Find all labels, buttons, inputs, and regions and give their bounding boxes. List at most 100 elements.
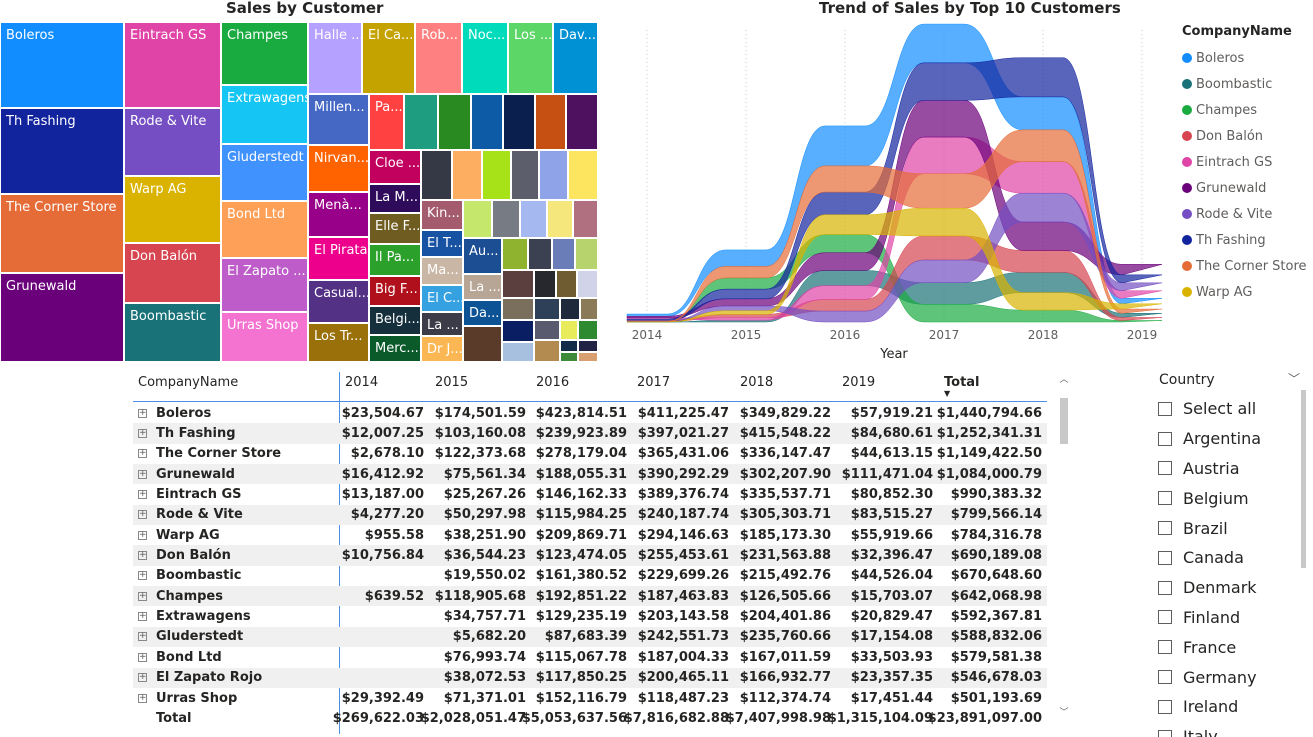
treemap-tile[interactable]: Rode & Vite [124, 108, 221, 176]
treemap-tile[interactable]: Big F... [369, 276, 421, 306]
slicer-item[interactable]: Denmark [1158, 573, 1308, 603]
treemap-tile-small[interactable] [421, 150, 452, 200]
treemap-tile-small[interactable] [404, 94, 438, 150]
slicer-item[interactable]: France [1158, 632, 1308, 662]
expand-icon[interactable]: + [138, 407, 147, 418]
treemap-tile[interactable]: Ma... [421, 257, 463, 285]
treemap-tile-small[interactable] [502, 270, 534, 298]
slicer-item[interactable]: Belgium [1158, 483, 1308, 513]
treemap-tile-small[interactable] [547, 200, 573, 238]
expand-icon[interactable]: + [138, 489, 147, 500]
treemap-tile-small[interactable] [528, 238, 552, 270]
treemap-tile[interactable]: Millen... [308, 94, 369, 145]
slicer-item[interactable]: Argentina [1158, 424, 1308, 454]
checkbox[interactable] [1158, 580, 1172, 595]
expand-icon[interactable]: + [138, 631, 147, 642]
treemap-tile-small[interactable] [463, 200, 492, 238]
matrix-scrollbar[interactable]: ︿ ﹀ [1058, 372, 1070, 718]
expand-icon[interactable]: + [138, 550, 147, 561]
matrix-header-2016[interactable]: 2016 [536, 375, 570, 390]
expand-icon[interactable]: + [138, 692, 147, 703]
treemap-tile[interactable]: El Zapato ... [221, 258, 308, 312]
treemap-tile-small[interactable] [471, 94, 503, 150]
stream-chart[interactable]: 2014 2015 2016 2017 2018 2019 Year [622, 22, 1170, 364]
legend-item[interactable]: Th Fashing [1182, 227, 1307, 253]
treemap-tile-small[interactable] [463, 326, 502, 362]
legend-item[interactable]: Eintrach GS [1182, 149, 1307, 175]
checkbox[interactable] [1158, 729, 1172, 737]
treemap-tile-small[interactable] [534, 320, 560, 340]
treemap-tile-small[interactable] [578, 320, 598, 340]
chevron-down-icon[interactable]: ﹀ [1287, 372, 1300, 386]
stream-series-the-corner-store[interactable] [626, 129, 1163, 323]
treemap-visual[interactable]: Boleros Th Fashing The Corner Store Grunewa… [0, 22, 598, 362]
checkbox[interactable] [1158, 640, 1172, 655]
treemap-tile-small[interactable] [520, 200, 547, 238]
treemap-tile[interactable]: Dav... [553, 22, 598, 94]
treemap-tile[interactable]: El T... [421, 230, 463, 257]
treemap-tile[interactable]: Boombastic [124, 303, 221, 362]
checkbox[interactable] [1158, 401, 1172, 416]
expand-icon[interactable]: + [138, 672, 147, 683]
checkbox[interactable] [1158, 461, 1172, 476]
treemap-tile-small[interactable] [560, 298, 580, 320]
matrix-header-2018[interactable]: 2018 [740, 375, 774, 390]
treemap-tile[interactable]: La ... [421, 312, 463, 336]
treemap-tile[interactable]: El C... [421, 285, 463, 312]
treemap-tile-small[interactable] [556, 270, 577, 298]
treemap-tile[interactable]: El Pirata [308, 237, 369, 280]
treemap-tile-small[interactable] [502, 298, 534, 320]
treemap-tile-small[interactable] [452, 150, 482, 200]
checkbox[interactable] [1158, 699, 1172, 714]
treemap-tile-small[interactable] [534, 340, 560, 362]
treemap-tile-small[interactable] [535, 94, 566, 150]
treemap-tile[interactable]: La M... [369, 184, 421, 213]
stream-series-warp-ag[interactable] [626, 207, 1163, 323]
matrix-header-total[interactable]: Total [944, 375, 980, 390]
matrix-header-company[interactable]: CompanyName [138, 375, 239, 390]
matrix-header-2019[interactable]: 2019 [842, 375, 876, 390]
treemap-tile[interactable]: The Corner Store [0, 194, 124, 273]
stream-series-grunewald[interactable] [626, 100, 1163, 319]
treemap-tile-small[interactable] [534, 270, 556, 298]
treemap-tile-small[interactable] [566, 94, 598, 150]
treemap-tile[interactable]: El Ca... [362, 22, 415, 94]
treemap-tile[interactable]: Merc... [369, 335, 421, 362]
expand-icon[interactable]: + [138, 509, 147, 520]
expand-icon[interactable]: + [138, 590, 147, 601]
treemap-tile[interactable]: Gluderstedt [221, 144, 308, 201]
treemap-tile[interactable]: Halle ... [308, 22, 362, 94]
treemap-tile-small[interactable] [502, 342, 534, 362]
treemap-tile[interactable]: Los Tr... [308, 323, 369, 362]
treemap-tile-small[interactable] [503, 94, 535, 150]
checkbox[interactable] [1158, 521, 1172, 536]
legend-item[interactable]: Rode & Vite [1182, 201, 1307, 227]
expand-icon[interactable]: + [138, 651, 147, 662]
matrix-header-2014[interactable]: 2014 [345, 375, 379, 390]
legend-item[interactable]: Boombastic [1182, 71, 1307, 97]
treemap-tile[interactable]: Eintrach GS [124, 22, 221, 108]
treemap-tile[interactable]: Belgi... [369, 306, 421, 335]
treemap-tile-small[interactable] [560, 320, 578, 340]
treemap-tile[interactable]: La ... [463, 274, 502, 300]
expand-icon[interactable]: + [138, 448, 147, 459]
treemap-tile[interactable]: Los ... [508, 22, 553, 94]
treemap-tile-small[interactable] [438, 94, 471, 150]
slicer-item[interactable]: Austria [1158, 454, 1308, 484]
treemap-tile[interactable]: Th Fashing [0, 108, 124, 194]
treemap-tile[interactable]: Bond Ltd [221, 201, 308, 258]
slicer-item[interactable]: Ireland [1158, 692, 1308, 722]
treemap-tile[interactable]: Nirvan... [308, 145, 369, 192]
treemap-tile-small[interactable] [502, 238, 528, 270]
treemap-tile-small[interactable] [580, 298, 598, 320]
treemap-tile[interactable]: Cloe ... [369, 150, 421, 184]
expand-icon[interactable]: + [138, 468, 147, 479]
expand-icon[interactable]: + [138, 570, 147, 581]
slicer-item[interactable]: Germany [1158, 662, 1308, 692]
matrix-header-2015[interactable]: 2015 [435, 375, 469, 390]
treemap-tile-small[interactable] [578, 352, 598, 362]
treemap-tile-small[interactable] [568, 150, 598, 200]
treemap-tile-small[interactable] [560, 340, 578, 352]
treemap-tile[interactable]: Pa... [369, 94, 404, 150]
treemap-tile[interactable]: Il Pa... [369, 244, 421, 276]
